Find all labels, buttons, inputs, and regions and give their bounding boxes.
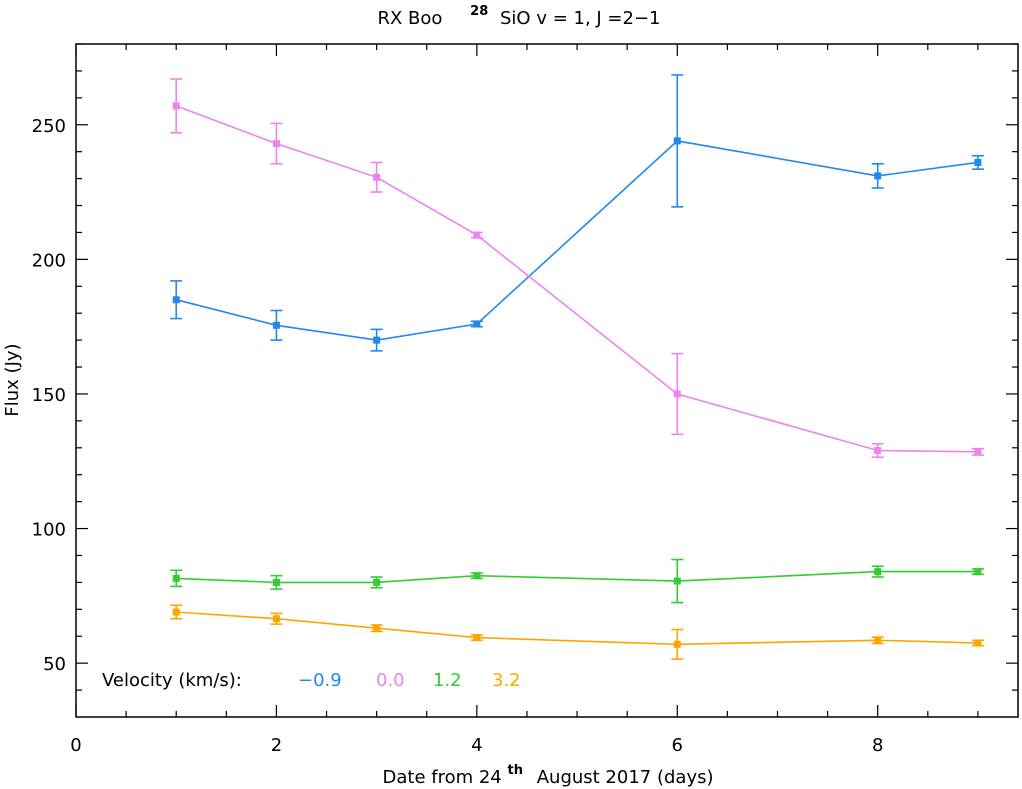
- data-point: [974, 448, 982, 456]
- x-tick-label: 4: [471, 735, 482, 756]
- legend-entry: 1.2: [433, 670, 462, 691]
- data-point: [974, 568, 982, 576]
- chart-title: RX Boo 28 SiO v = 1, J =2−1: [378, 0, 661, 29]
- data-point: [874, 172, 882, 180]
- y-tick-label: 250: [32, 116, 66, 137]
- series-1: [170, 78, 984, 459]
- series-2: [170, 558, 984, 604]
- data-point: [874, 636, 882, 644]
- y-tick-label: 150: [32, 385, 66, 406]
- data-point: [373, 336, 381, 344]
- y-axis-label: Flux (Jy): [2, 343, 23, 416]
- chart-title-rest: SiO v = 1, J =2−1: [500, 8, 661, 29]
- data-point: [874, 446, 882, 454]
- data-point: [673, 577, 681, 585]
- series-line: [175, 105, 978, 453]
- series-line: [176, 570, 978, 584]
- data-point: [272, 140, 280, 148]
- data-point: [272, 578, 280, 586]
- data-point: [974, 639, 982, 647]
- legend: Velocity (km/s): −0.9 0.0 1.2 3.2: [102, 670, 521, 691]
- series-3: [170, 604, 984, 660]
- x-axis-label-sup: th: [508, 763, 523, 778]
- x-tick-label: 6: [672, 735, 683, 756]
- data-point: [373, 578, 381, 586]
- series-line: [176, 140, 979, 341]
- plot-frame: [75, 43, 1019, 718]
- x-axis-label-prefix: Date from 24: [383, 767, 502, 788]
- data-point: [172, 296, 180, 304]
- x-axis-label: Date from 24 th August 2017 (days): [383, 758, 714, 788]
- y-tick-label: 200: [32, 250, 66, 271]
- x-tick-label: 2: [271, 735, 282, 756]
- data-point: [272, 615, 280, 623]
- data-point: [473, 320, 481, 328]
- data-point: [673, 390, 681, 398]
- y-tick-label: 50: [43, 654, 66, 675]
- y-tick-label: 100: [32, 520, 66, 541]
- x-tick-label: 0: [70, 735, 81, 756]
- data-point: [473, 634, 481, 642]
- data-point: [373, 624, 381, 632]
- series-line: [176, 611, 978, 646]
- data-point: [473, 572, 481, 580]
- data-point: [172, 102, 180, 110]
- data-point: [272, 321, 280, 329]
- data-point: [974, 158, 982, 166]
- data-point: [874, 568, 882, 576]
- chart-title-isotope: 28: [470, 4, 488, 19]
- series-0: [170, 74, 984, 352]
- series-group: [170, 74, 984, 660]
- legend-label: Velocity (km/s):: [102, 670, 242, 691]
- x-axis-label-rest: August 2017 (days): [537, 767, 714, 788]
- x-tick-label: 8: [872, 735, 883, 756]
- axis-ticks: [75, 43, 1018, 717]
- chart-title-prefix: RX Boo: [378, 8, 443, 29]
- data-point: [473, 231, 481, 239]
- legend-entry: −0.9: [298, 670, 342, 691]
- data-point: [172, 574, 180, 582]
- data-point: [673, 137, 681, 145]
- data-point: [673, 640, 681, 648]
- x-tick-labels: 0 2 4 6 8: [70, 735, 883, 756]
- y-tick-labels: 50 100 150 200 250: [32, 116, 66, 675]
- legend-entry: 3.2: [492, 670, 521, 691]
- data-point: [172, 608, 180, 616]
- legend-entry: 0.0: [376, 670, 405, 691]
- data-point: [373, 173, 381, 181]
